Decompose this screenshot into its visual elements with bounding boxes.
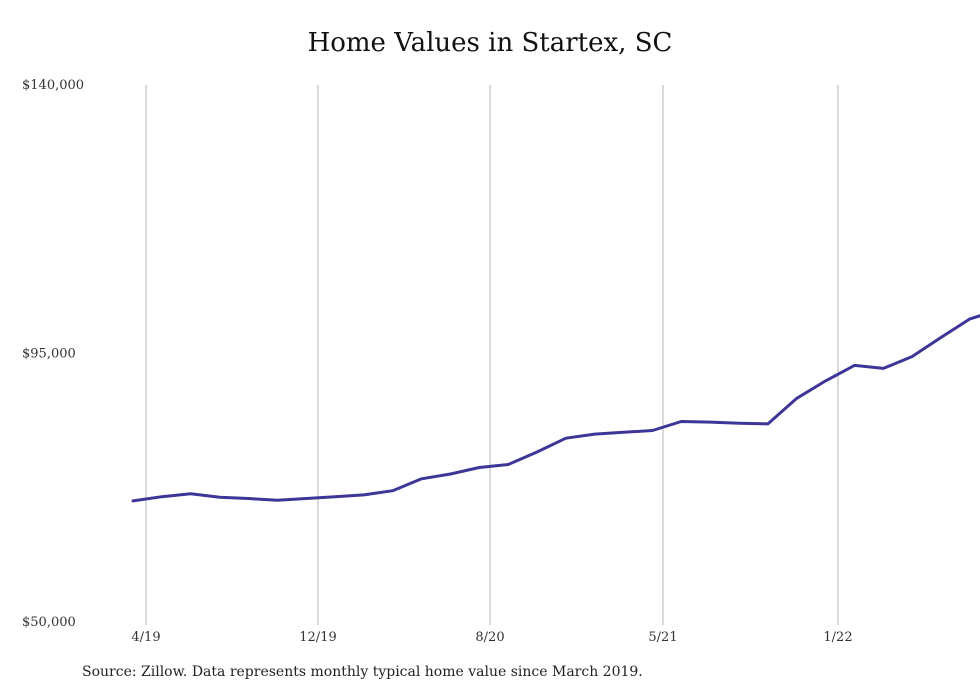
source-note: Source: Zillow. Data represents monthly … [82,664,643,680]
y-tick-label: $95,000 [22,347,76,362]
y-tick-label: $50,000 [22,615,76,630]
x-tick-label: 4/19 [131,630,160,645]
x-tick-label: 1/22 [823,630,852,645]
x-tick-label: 5/21 [648,630,677,645]
x-tick-label: 12/19 [299,630,336,645]
y-tick-label: $140,000 [22,78,84,93]
series-line-home-value [131,314,980,503]
chart-title: Home Values in Startex, SC [307,28,673,58]
x-tick-label: 8/20 [475,630,504,645]
